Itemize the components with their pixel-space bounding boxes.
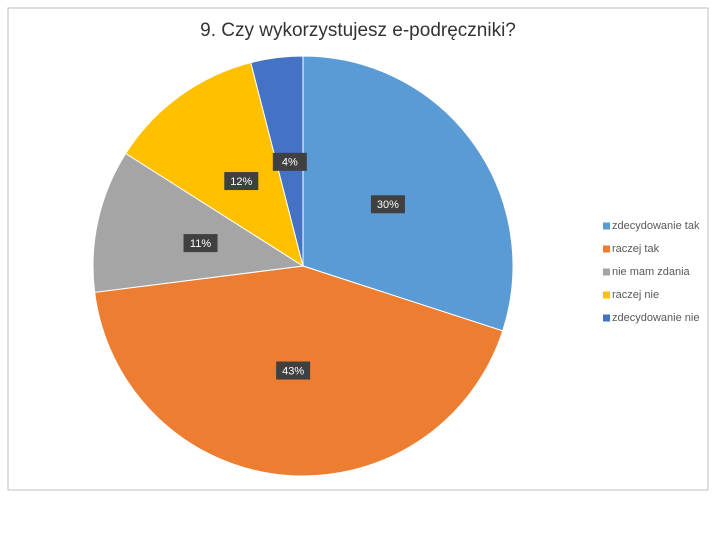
data-label: 12% <box>230 176 252 188</box>
data-label-box <box>276 361 311 380</box>
pie-slice <box>92 152 305 293</box>
chart-title: 9. Czy wykorzystujesz e-podręczniki? <box>200 20 516 41</box>
data-label-box <box>370 195 405 214</box>
data-label-box <box>224 172 259 191</box>
legend-swatch <box>603 222 610 230</box>
data-label-box <box>183 234 218 253</box>
legend-swatch <box>603 314 610 322</box>
legend-label: raczej tak <box>612 243 660 255</box>
legend-label: nie mam zdania <box>612 266 691 278</box>
pie-slice <box>125 61 304 268</box>
legend-label: raczej nie <box>612 289 659 301</box>
data-label: 30% <box>377 199 399 211</box>
legend-label: zdecydowanie tak <box>612 220 700 232</box>
data-label: 11% <box>190 238 211 250</box>
pie-slice <box>302 55 514 332</box>
data-label-box <box>272 152 307 171</box>
legend-swatch <box>603 245 610 253</box>
data-label: 4% <box>282 157 298 169</box>
legend-swatch <box>603 291 610 299</box>
legend-swatch <box>603 268 610 276</box>
data-label: 43% <box>282 365 304 377</box>
legend-label: zdecydowanie nie <box>612 312 699 324</box>
